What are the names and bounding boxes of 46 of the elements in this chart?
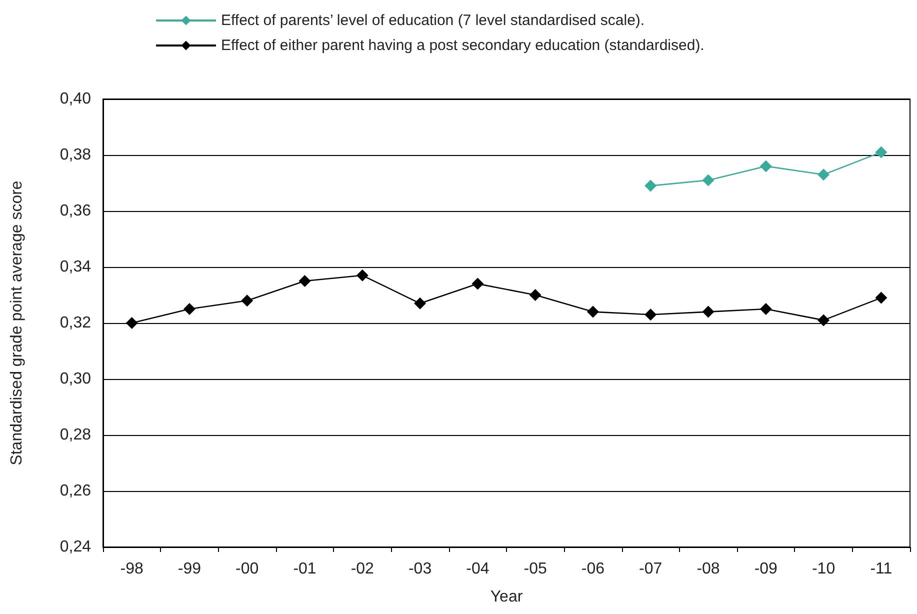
x-tick-label: -99	[178, 560, 202, 578]
x-tick-label: -00	[236, 560, 259, 578]
y-tick-label: 0,32	[60, 314, 92, 332]
x-tick-label: -04	[466, 560, 490, 578]
point	[472, 278, 484, 290]
point	[644, 180, 657, 192]
y-tick-label: 0,36	[60, 202, 92, 220]
x-tick-label: -06	[581, 560, 605, 578]
point	[760, 303, 772, 315]
x-tick-label: -09	[754, 560, 778, 578]
y-tick-label: 0,30	[60, 370, 92, 388]
x-tick-label: -98	[120, 560, 144, 578]
point	[875, 146, 888, 158]
point	[529, 289, 542, 301]
x-tick-label: -07	[639, 560, 662, 578]
point	[875, 292, 888, 304]
point	[818, 168, 830, 181]
y-axis-title: Standardised grade point average score	[8, 180, 26, 466]
point	[760, 160, 772, 172]
x-tick-label: -05	[524, 560, 547, 578]
point	[702, 174, 714, 186]
x-tick-label: -10	[812, 560, 836, 578]
x-tick-label: -02	[350, 560, 374, 578]
y-tick-label: 0,28	[60, 426, 92, 444]
point	[356, 269, 368, 282]
y-tick-label: 0,26	[60, 482, 92, 500]
point	[644, 308, 657, 321]
point	[298, 275, 311, 287]
point	[183, 303, 196, 315]
x-tick-label: -03	[408, 560, 432, 578]
x-tick-label: -11	[870, 560, 892, 578]
point	[702, 306, 714, 318]
x-tick-label: -08	[696, 560, 720, 578]
point	[818, 314, 830, 326]
point	[126, 317, 138, 329]
point	[414, 297, 426, 310]
legend-label: Effect of either parent having a post secondary education (standardised).	[221, 37, 704, 54]
y-tick-label: 0,40	[60, 90, 92, 108]
x-tick-label: -01	[293, 560, 316, 578]
point	[241, 294, 254, 307]
point	[586, 306, 599, 318]
x-axis-title: Year	[490, 588, 524, 606]
y-tick-label: 0,34	[60, 258, 92, 276]
y-tick-label: 0,38	[60, 146, 92, 164]
y-tick-label: 0,24	[60, 538, 92, 556]
legend-label: Effect of parents’ level of education (7 level standardised scale).	[221, 12, 645, 29]
